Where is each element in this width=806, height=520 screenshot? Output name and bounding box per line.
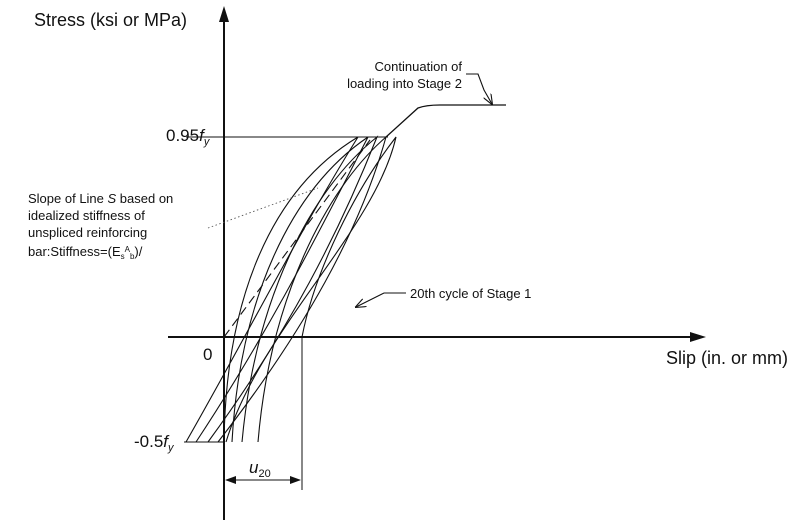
slope-line-4: bar:Stiffness=(EsAb)/ bbox=[28, 241, 173, 265]
slope-annotation: Slope of Line S based on idealized stiff… bbox=[28, 190, 173, 265]
continuation-annotation: Continuation of loading into Stage 2 bbox=[298, 58, 462, 92]
cycle20-annotation: 20th cycle of Stage 1 bbox=[410, 285, 531, 302]
continuation-line-1: Continuation of bbox=[298, 58, 462, 75]
u20-arrowhead-right bbox=[290, 476, 301, 484]
continuation-leader-arrow bbox=[466, 74, 492, 104]
slope-line-3: unspliced reinforcing bbox=[28, 224, 173, 241]
origin-label: 0 bbox=[203, 345, 212, 365]
upper-stress-tick-label: 0.95fy bbox=[166, 126, 209, 148]
continuation-line-2: loading into Stage 2 bbox=[298, 75, 462, 92]
u20-arrowhead-left bbox=[225, 476, 236, 484]
lower-stress-tick-label: -0.5fy bbox=[134, 432, 174, 454]
x-axis-title: Slip (in. or mm) bbox=[666, 348, 788, 369]
line-s-dashed bbox=[224, 140, 370, 337]
slope-line-2: idealized stiffness of bbox=[28, 207, 173, 224]
x-axis-arrowhead bbox=[690, 332, 706, 342]
cycle20-leader-arrow bbox=[356, 293, 406, 307]
y-axis-title: Stress (ksi or MPa) bbox=[34, 10, 187, 31]
u20-label: u20 bbox=[249, 458, 271, 480]
hysteresis-loops bbox=[186, 137, 396, 442]
y-axis-arrowhead bbox=[219, 6, 229, 22]
slope-line-1: Slope of Line S based on bbox=[28, 190, 173, 207]
loop-3 bbox=[208, 137, 377, 442]
loop-2 bbox=[196, 137, 368, 442]
stage2-continuation-curve bbox=[386, 105, 506, 137]
